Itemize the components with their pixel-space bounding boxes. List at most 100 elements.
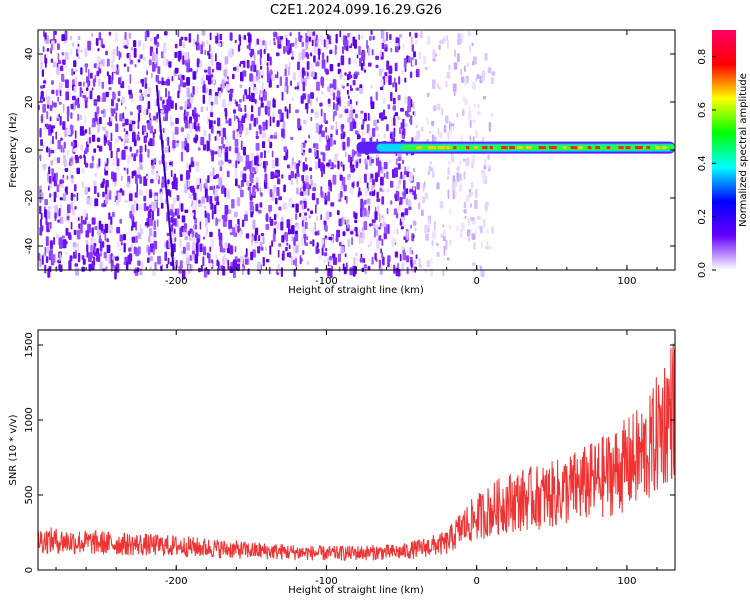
spectrogram-cell	[443, 124, 447, 133]
spectrogram-cell	[320, 77, 325, 86]
spectrogram-cell	[179, 227, 183, 237]
spectrogram-cell	[55, 172, 58, 181]
spectrogram-cell	[251, 105, 254, 113]
spectrogram-cell	[226, 170, 230, 178]
spectrogram-cell	[386, 171, 389, 180]
spectrogram-cell	[148, 59, 152, 66]
spectrogram-cell	[481, 136, 484, 142]
spectrogram-cell	[333, 140, 336, 145]
spectrogram-cell	[53, 197, 56, 203]
spectrogram-cell	[316, 242, 319, 248]
spectrogram-cell	[249, 186, 252, 197]
spectrogram-cell	[295, 109, 299, 114]
spectrogram-cell	[94, 111, 98, 122]
spectrogram-cell	[85, 230, 90, 238]
spectrogram-cell	[139, 89, 142, 93]
spectrogram-cell	[347, 218, 349, 229]
spectrogram-cell	[234, 169, 238, 178]
spectrogram-cell	[74, 206, 77, 210]
spectrogram-cell	[244, 214, 248, 222]
spectrogram-cell	[220, 185, 225, 194]
spectrogram-cell	[137, 232, 142, 240]
spectrogram-cell	[108, 190, 112, 200]
spectrogram-cell	[402, 159, 404, 165]
spectrogram-cell	[73, 229, 77, 236]
spectrogram-cell	[420, 126, 424, 132]
spectrogram-cell	[415, 124, 418, 128]
spectrogram-cell	[448, 160, 451, 165]
spectrogram-cell	[281, 174, 284, 179]
spectrogram-cell	[84, 186, 88, 195]
spectrogram-cell	[376, 191, 379, 199]
spectrogram-cell	[111, 60, 113, 70]
spectrogram-cell	[403, 58, 407, 68]
spectrogram-cell	[217, 133, 220, 142]
spectrogram-cell	[308, 134, 310, 139]
spectrogram-cell	[353, 257, 356, 267]
spectrogram-cell	[325, 126, 327, 133]
spectrogram-cell	[301, 175, 305, 182]
spectrogram-cell	[464, 215, 467, 219]
spectrogram-cell	[254, 88, 259, 95]
spectrogram-cell	[330, 182, 332, 192]
spectrogram-cell	[176, 208, 180, 216]
spectrogram-cell	[239, 98, 242, 103]
spectrogram-cell	[119, 234, 123, 242]
spectrogram-cell	[354, 130, 359, 135]
spectrogram-cell	[240, 107, 243, 113]
spectrogram-cell	[59, 252, 61, 262]
spectrogram-cell	[248, 95, 253, 102]
spectrogram-cell	[467, 229, 470, 237]
spectrogram-cell	[386, 124, 389, 132]
spectrogram-cell	[169, 190, 172, 198]
spectrogram-cell	[174, 126, 179, 135]
spectrogram-cell	[238, 121, 242, 128]
snr-plot-area	[37, 343, 676, 561]
spectrogram-cell	[45, 236, 49, 247]
spectrogram-cell	[327, 98, 331, 104]
spectrogram-cell	[182, 231, 187, 236]
spectrogram-cell	[159, 193, 163, 203]
carrier-peak	[634, 146, 643, 150]
spectrogram-cell	[343, 104, 346, 110]
spectrogram-cell	[456, 165, 460, 172]
spectrogram-cell	[328, 236, 333, 241]
spectrogram-cell	[347, 100, 350, 107]
spectrogram-cell	[250, 251, 254, 261]
spectrogram-cell	[222, 266, 226, 276]
spectrogram-cell	[447, 189, 450, 199]
spectrogram-cell	[59, 264, 63, 272]
spectrogram-cell	[413, 186, 416, 191]
spectrogram-cell	[111, 98, 115, 107]
spectrogram-cell	[215, 218, 219, 225]
spectrogram-cell	[450, 123, 455, 127]
spectrogram-cell	[100, 250, 102, 257]
spectrogram-cell	[156, 47, 158, 55]
spectrogram-cell	[262, 131, 266, 139]
spectrogram-cell	[69, 255, 73, 262]
spectrogram-cell	[130, 244, 133, 249]
spectrogram-cell	[214, 136, 217, 141]
spectrogram-cell	[394, 167, 398, 178]
spectrogram-cell	[314, 151, 317, 157]
spectrogram-cell	[349, 88, 354, 92]
spectrogram-cell	[166, 137, 169, 142]
spectrogram-cell	[343, 266, 347, 275]
spectrogram-cell	[289, 217, 293, 225]
spectrogram-cell	[339, 30, 342, 38]
spectrogram-cell	[44, 58, 47, 68]
snr-x-tick-label: 0	[474, 576, 480, 587]
spectrogram-cell	[357, 71, 360, 76]
spectrogram-cell	[130, 99, 135, 103]
spectrogram-cell	[285, 45, 289, 51]
spectrogram-cell	[263, 161, 265, 169]
spectrogram-cell	[298, 31, 301, 42]
spectrogram-cell	[284, 34, 288, 39]
spectrogram-cell	[316, 216, 319, 221]
spectrogram-cell	[419, 264, 422, 268]
spectrogram-cell	[89, 163, 94, 169]
spectrogram-cell	[167, 96, 172, 103]
spectrogram-cell	[429, 130, 431, 135]
spectrogram-cell	[90, 197, 93, 207]
spectrogram-cell	[126, 168, 129, 175]
